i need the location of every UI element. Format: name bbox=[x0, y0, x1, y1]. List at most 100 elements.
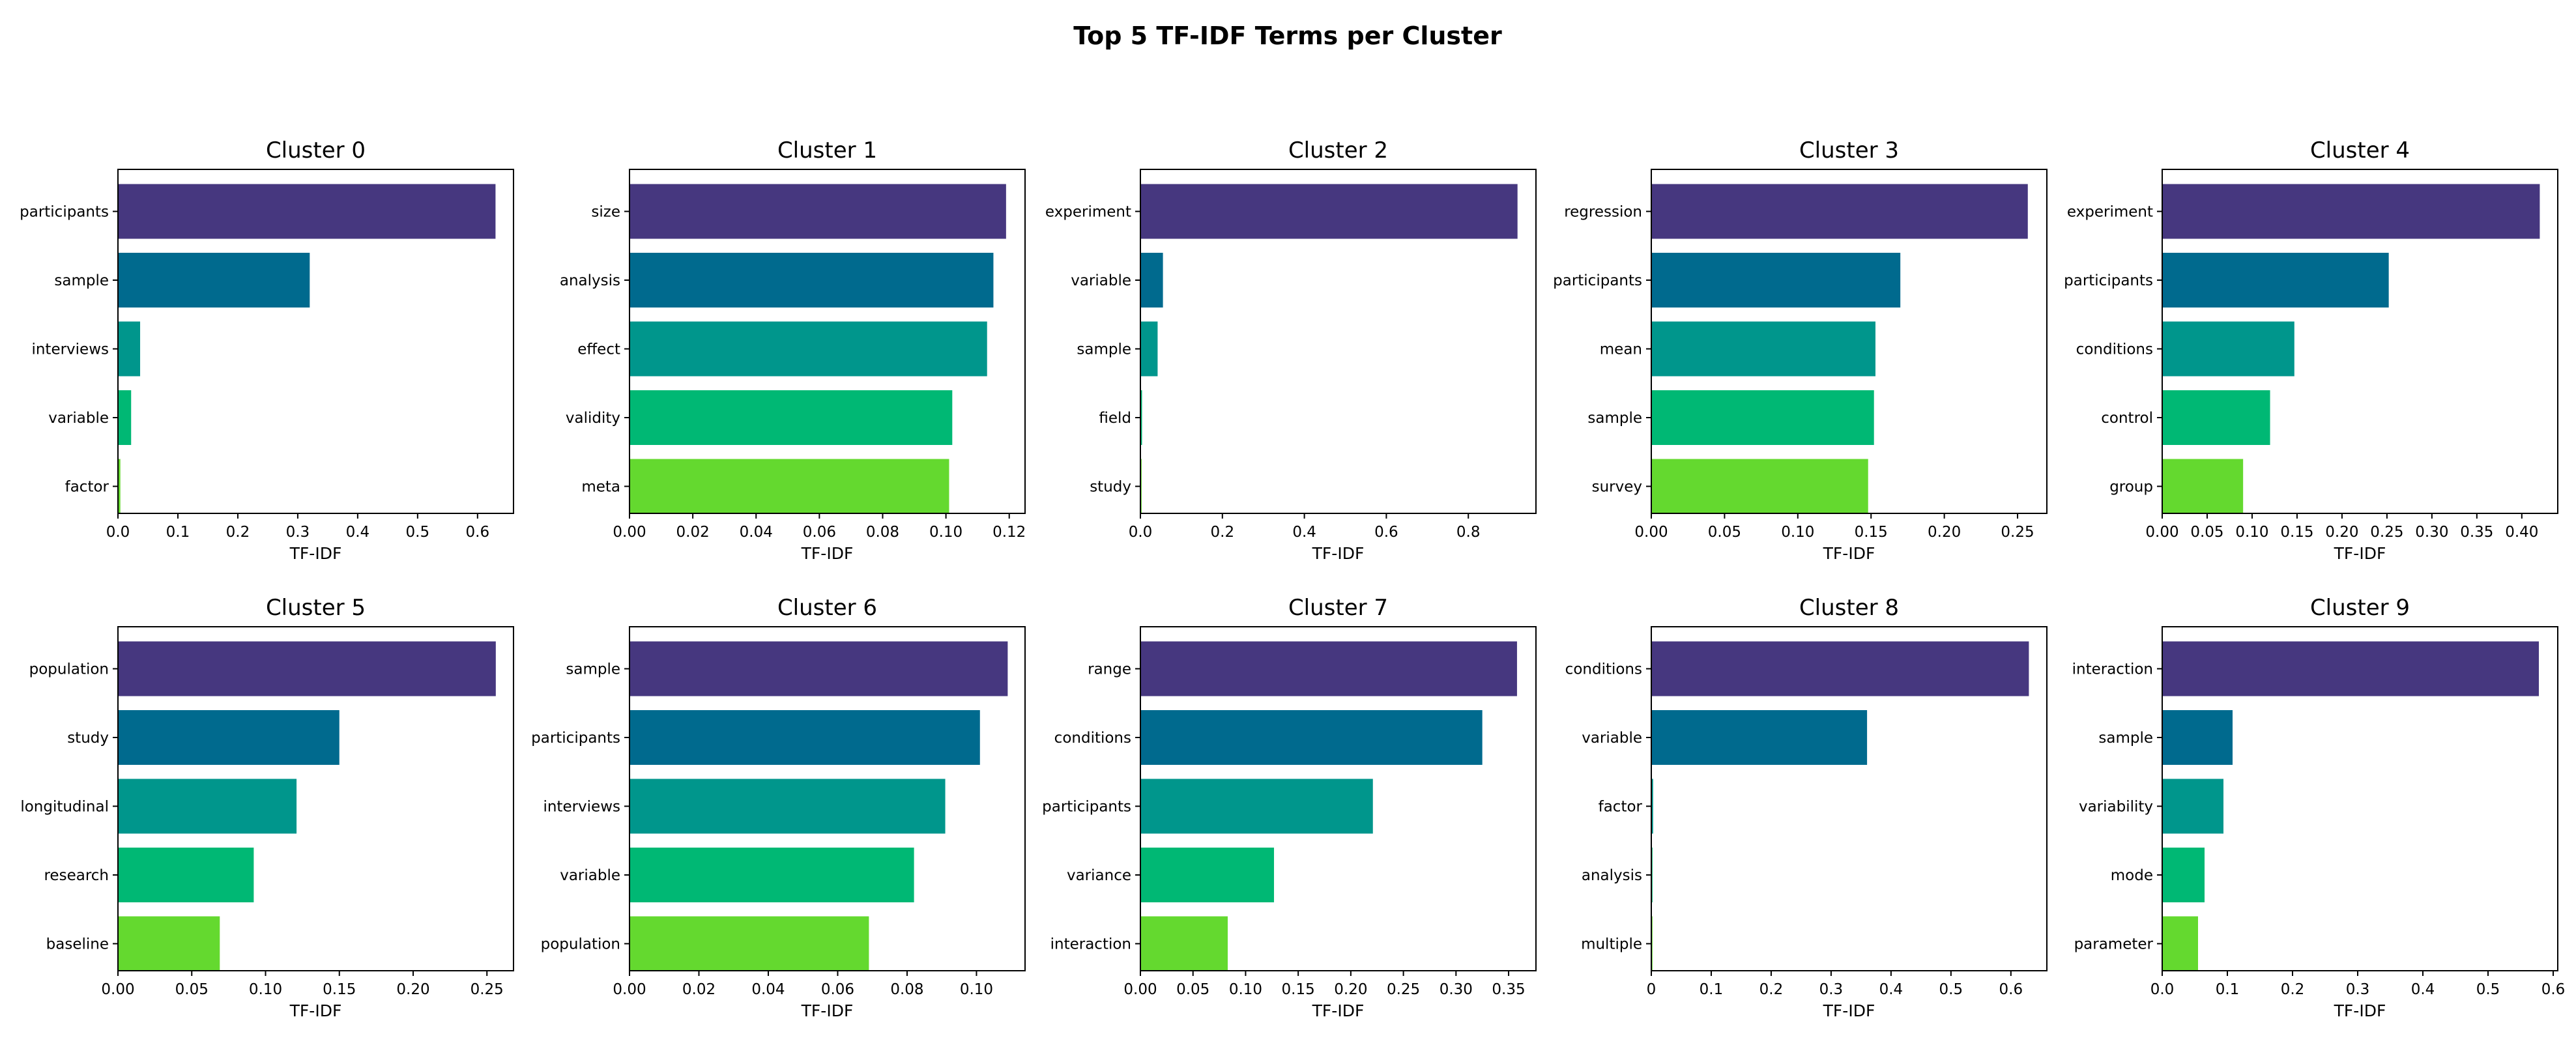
category-label: group bbox=[2109, 479, 2153, 496]
x-tick-label: 0.10 bbox=[249, 981, 282, 998]
bar-parameter bbox=[2162, 916, 2198, 971]
x-tick-label: 0.2 bbox=[1211, 524, 1235, 541]
x-tick-label: 0.05 bbox=[1176, 981, 1209, 998]
panel-title: Cluster 3 bbox=[1799, 137, 1899, 164]
cluster-panel-4: Cluster 4 experiment participants condition… bbox=[2064, 137, 2558, 563]
x-tick-label: 0.30 bbox=[1440, 981, 1473, 998]
x-axis-label: TF-IDF bbox=[1823, 1001, 1875, 1020]
cluster-panel-9: Cluster 9 interaction sample variability mod… bbox=[2072, 595, 2566, 1020]
x-axis-label: TF-IDF bbox=[1312, 544, 1365, 563]
x-tick-label: 0.00 bbox=[1123, 981, 1157, 998]
x-tick-label: 0.2 bbox=[226, 524, 250, 541]
x-tick-label: 0.25 bbox=[2370, 524, 2403, 541]
axes-frame bbox=[2162, 626, 2558, 971]
bar-population bbox=[630, 916, 869, 971]
axes-frame bbox=[629, 626, 1026, 971]
category-label: participants bbox=[20, 204, 109, 221]
bar-survey bbox=[1651, 459, 1868, 514]
bar-interviews bbox=[630, 779, 946, 834]
x-axis-label: TF-IDF bbox=[2334, 544, 2386, 563]
category-label: population bbox=[29, 661, 109, 678]
x-tick-label: 0.6 bbox=[466, 524, 490, 541]
panel-title: Cluster 6 bbox=[777, 595, 877, 621]
category-label: mode bbox=[2111, 867, 2153, 884]
x-tick-label: 0.25 bbox=[1387, 981, 1420, 998]
bar-sample bbox=[2162, 710, 2233, 765]
category-label: participants bbox=[1042, 799, 1131, 816]
x-tick-label: 0.15 bbox=[1855, 524, 1888, 541]
category-label: control bbox=[2101, 410, 2153, 427]
bar-study bbox=[118, 710, 340, 765]
x-tick-label: 0.6 bbox=[1999, 981, 2023, 998]
x-tick-label: 0.6 bbox=[1374, 524, 1398, 541]
x-tick-label: 0.15 bbox=[2280, 524, 2313, 541]
bar-variable bbox=[1651, 710, 1868, 765]
chart-grid: Cluster 0 participants sample interviews var… bbox=[20, 137, 2565, 1020]
bar-research bbox=[118, 848, 254, 902]
x-tick-label: 0.5 bbox=[406, 524, 430, 541]
panel-title: Cluster 4 bbox=[2310, 137, 2410, 164]
x-tick-label: 0.00 bbox=[613, 524, 646, 541]
bar-variance bbox=[1140, 848, 1275, 902]
category-label: sample bbox=[1587, 410, 1642, 427]
panel-title: Cluster 9 bbox=[2310, 595, 2410, 621]
x-axis-label: TF-IDF bbox=[289, 544, 342, 563]
axes-frame bbox=[117, 169, 514, 514]
category-label: participants bbox=[531, 730, 620, 747]
x-axis-label: TF-IDF bbox=[801, 544, 854, 563]
x-axis-label: TF-IDF bbox=[289, 1001, 342, 1020]
category-label: interaction bbox=[2072, 661, 2153, 678]
x-tick-label: 0.04 bbox=[740, 524, 773, 541]
category-label: participants bbox=[1553, 272, 1642, 289]
x-tick-label: 0.4 bbox=[2411, 981, 2435, 998]
axes-frame bbox=[629, 169, 1026, 514]
category-label: sample bbox=[566, 661, 620, 678]
x-tick-label: 0.05 bbox=[2190, 524, 2223, 541]
bar-regression bbox=[1651, 184, 2028, 239]
bar-size bbox=[630, 184, 1006, 239]
x-tick-label: 0.0 bbox=[1129, 524, 1153, 541]
category-label: variable bbox=[560, 867, 620, 884]
category-label: sample bbox=[54, 272, 109, 289]
x-tick-label: 0.20 bbox=[1928, 524, 1961, 541]
bar-experiment bbox=[2162, 184, 2540, 239]
x-tick-label: 0.1 bbox=[1700, 981, 1724, 998]
bar-participants bbox=[118, 184, 496, 239]
bar-longitudinal bbox=[118, 779, 297, 834]
bar-mean bbox=[1651, 321, 1875, 377]
bar-variable bbox=[630, 848, 914, 902]
category-label: size bbox=[591, 204, 620, 221]
panel-title: Cluster 7 bbox=[1288, 595, 1388, 621]
x-tick-label: 0.0 bbox=[2150, 981, 2175, 998]
category-label: parameter bbox=[2074, 936, 2154, 953]
cluster-panel-6: Cluster 6 sample participants interviews var… bbox=[531, 595, 1026, 1020]
x-tick-label: 0.15 bbox=[1282, 981, 1315, 998]
bar-validity bbox=[630, 390, 953, 445]
bar-variability bbox=[2162, 779, 2223, 834]
axes-frame bbox=[117, 626, 514, 971]
x-tick-label: 0.1 bbox=[166, 524, 190, 541]
axes-frame bbox=[1140, 626, 1537, 971]
cluster-panel-3: Cluster 3 regression participants mean sampl… bbox=[1553, 137, 2048, 563]
category-label: sample bbox=[1077, 341, 1131, 358]
cluster-panel-5: Cluster 5 population study longitudinal rese… bbox=[20, 595, 514, 1020]
bar-conditions bbox=[1651, 641, 2029, 696]
x-tick-label: 0 bbox=[1647, 981, 1657, 998]
category-label: interviews bbox=[543, 799, 620, 816]
category-label: effect bbox=[577, 341, 620, 358]
category-label: experiment bbox=[2067, 204, 2153, 221]
x-tick-label: 0.4 bbox=[1879, 981, 1903, 998]
bar-population bbox=[118, 641, 496, 696]
bar-sample bbox=[1651, 390, 1874, 445]
bar-factor bbox=[118, 459, 121, 514]
bar-variable bbox=[118, 390, 132, 445]
category-label: interaction bbox=[1050, 936, 1131, 953]
panel-title: Cluster 0 bbox=[266, 137, 366, 164]
x-tick-label: 0.10 bbox=[960, 981, 993, 998]
x-tick-label: 0.05 bbox=[1708, 524, 1741, 541]
bar-conditions bbox=[2162, 321, 2294, 377]
x-tick-label: 0.00 bbox=[613, 981, 646, 998]
category-label: longitudinal bbox=[20, 799, 109, 816]
x-tick-label: 0.0 bbox=[106, 524, 130, 541]
category-label: experiment bbox=[1045, 204, 1131, 221]
